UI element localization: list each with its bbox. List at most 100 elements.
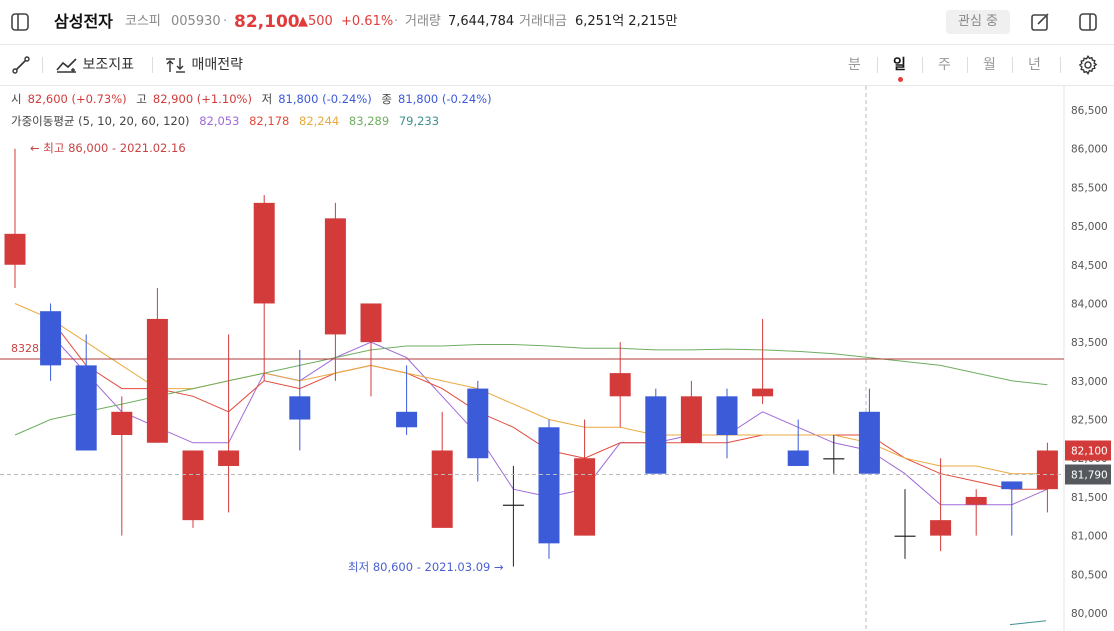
period-year-tab[interactable]: 년 xyxy=(1028,57,1041,73)
candle-body xyxy=(360,303,382,343)
candle-body xyxy=(538,427,560,544)
ma10-value: 82,178 xyxy=(249,114,290,128)
strategy-button[interactable]: 매매전략 xyxy=(165,55,243,75)
y-tick-label: 80,000 xyxy=(1071,608,1108,620)
low-annotation: 최저 80,600 - 2021.03.09 → xyxy=(348,560,504,574)
ohlc-info: 시 82,600 (+0.73%) 고 82,900 (+1.10%) 저 81,80… xyxy=(11,91,498,107)
ma-line-60 xyxy=(14,344,1048,436)
candle-body xyxy=(858,411,880,474)
ma-info: 가중이동평균 (5, 10, 20, 60, 120) 82,053 82,17… xyxy=(11,113,445,129)
period-day-tab[interactable]: 일 xyxy=(893,57,906,73)
y-tick-label: 82,500 xyxy=(1071,415,1108,427)
y-tick-label: 81,500 xyxy=(1071,492,1108,504)
y-tick-label: 84,500 xyxy=(1071,260,1108,272)
price-change-percent: +0.61% xyxy=(341,14,394,29)
sidebar-toggle-icon[interactable] xyxy=(10,12,30,32)
settings-gear-icon[interactable] xyxy=(1077,54,1099,76)
crosshair-price-tag-label: 81,790 xyxy=(1071,469,1108,481)
candle-body xyxy=(1036,450,1058,490)
indicator-label: 보조지표 xyxy=(82,57,134,73)
edit-icon[interactable] xyxy=(1030,12,1050,32)
toolbar-divider xyxy=(1060,57,1061,73)
toolbar-divider xyxy=(1012,57,1013,73)
ma5-value: 82,053 xyxy=(199,114,240,128)
open-label: 시 xyxy=(11,92,22,106)
y-tick-label: 83,500 xyxy=(1071,337,1108,349)
candle-body xyxy=(253,202,275,304)
candle-body xyxy=(680,396,702,443)
low-value: 81,800 (-0.24%) xyxy=(278,92,372,106)
candle-body xyxy=(4,233,26,265)
y-tick-label: 81,000 xyxy=(1071,531,1108,543)
candle-body xyxy=(396,411,418,428)
strategy-icon xyxy=(166,58,185,73)
strategy-label: 매매전략 xyxy=(191,57,243,73)
candle-body xyxy=(218,450,240,466)
layout-panel-icon[interactable] xyxy=(1078,12,1098,32)
ma-label: 가중이동평균 (5, 10, 20, 60, 120) xyxy=(11,114,190,128)
high-annotation: ← 최고 86,000 - 2021.02.16 xyxy=(30,141,186,155)
y-tick-label: 84,000 xyxy=(1071,298,1108,310)
ma120-value: 79,233 xyxy=(398,114,440,128)
candle-body xyxy=(502,504,524,506)
ma20-value: 82,244 xyxy=(299,114,340,128)
current-price-tag xyxy=(1065,440,1111,461)
toolbar-divider xyxy=(967,57,968,73)
stock-name: 삼성전자 xyxy=(54,12,113,31)
period-minute-tab[interactable]: 분 xyxy=(848,57,861,73)
current-price-tag-label: 82,100 xyxy=(1071,445,1108,457)
candle-body xyxy=(75,365,97,451)
indicator-icon xyxy=(56,58,77,73)
low-label: 저 xyxy=(261,92,273,106)
candle-body xyxy=(467,388,489,459)
y-tick-label: 85,000 xyxy=(1071,221,1108,233)
top-bar: 삼성전자 코스피 005930 · 82,100 ▲500 +0.61% · 거… xyxy=(0,0,1114,45)
candle-body xyxy=(289,396,311,420)
amount-value: 6,251억 2,215만 xyxy=(575,14,678,29)
candle-body xyxy=(324,218,346,335)
high-label: 고 xyxy=(136,92,147,106)
candle-body xyxy=(965,496,987,505)
ma-line-120 xyxy=(1009,620,1047,626)
y-tick-label: 86,500 xyxy=(1071,105,1108,117)
watchlist-button[interactable]: 관심 중 xyxy=(946,10,1010,34)
candle-body xyxy=(894,535,916,537)
high-value: 82,900 (+1.10%) xyxy=(152,92,252,106)
y-tick-label: 85,500 xyxy=(1071,182,1108,194)
ma-line-20 xyxy=(14,303,1048,475)
candle-body xyxy=(609,373,631,397)
amount-label: 거래대금 xyxy=(519,14,567,29)
toolbar-divider xyxy=(152,57,153,73)
candle-body xyxy=(930,520,952,536)
ma60-value: 83,289 xyxy=(348,114,390,128)
chart-toolbar: 보조지표 매매전략 분 일 주 월 년 xyxy=(0,45,1114,86)
candle-body xyxy=(111,411,133,436)
candle-body xyxy=(787,450,809,466)
candle-body xyxy=(716,396,738,436)
separator-dot: · xyxy=(394,14,399,29)
volume-label: 거래량 xyxy=(405,14,441,29)
candle-body xyxy=(823,458,845,460)
toolbar-divider xyxy=(42,57,43,73)
price-change: ▲500 xyxy=(298,14,333,29)
close-value: 81,800 (-0.24%) xyxy=(398,92,492,106)
candle-body xyxy=(40,311,62,366)
draw-line-icon[interactable] xyxy=(11,55,31,75)
period-month-tab[interactable]: 월 xyxy=(983,57,996,73)
indicator-button[interactable]: 보조지표 xyxy=(56,55,134,75)
active-period-indicator xyxy=(898,77,903,82)
candle-body xyxy=(431,450,453,528)
period-week-tab[interactable]: 주 xyxy=(938,57,951,73)
market-name: 코스피 xyxy=(125,14,161,29)
toolbar-divider xyxy=(877,57,878,73)
stock-code: 005930 xyxy=(171,14,221,29)
candle-body xyxy=(182,450,204,521)
crosshair-price-tag xyxy=(1065,464,1111,485)
reference-line-label: 83283 xyxy=(11,342,46,355)
y-tick-label: 83,000 xyxy=(1071,376,1108,388)
candle-body xyxy=(574,458,596,536)
candlestick-chart[interactable]: 80,00080,50081,00081,50082,00082,50083,0… xyxy=(0,86,1114,631)
volume-value: 7,644,784 xyxy=(448,14,515,29)
current-price: 82,100 xyxy=(234,12,300,32)
candle-body xyxy=(146,318,168,443)
